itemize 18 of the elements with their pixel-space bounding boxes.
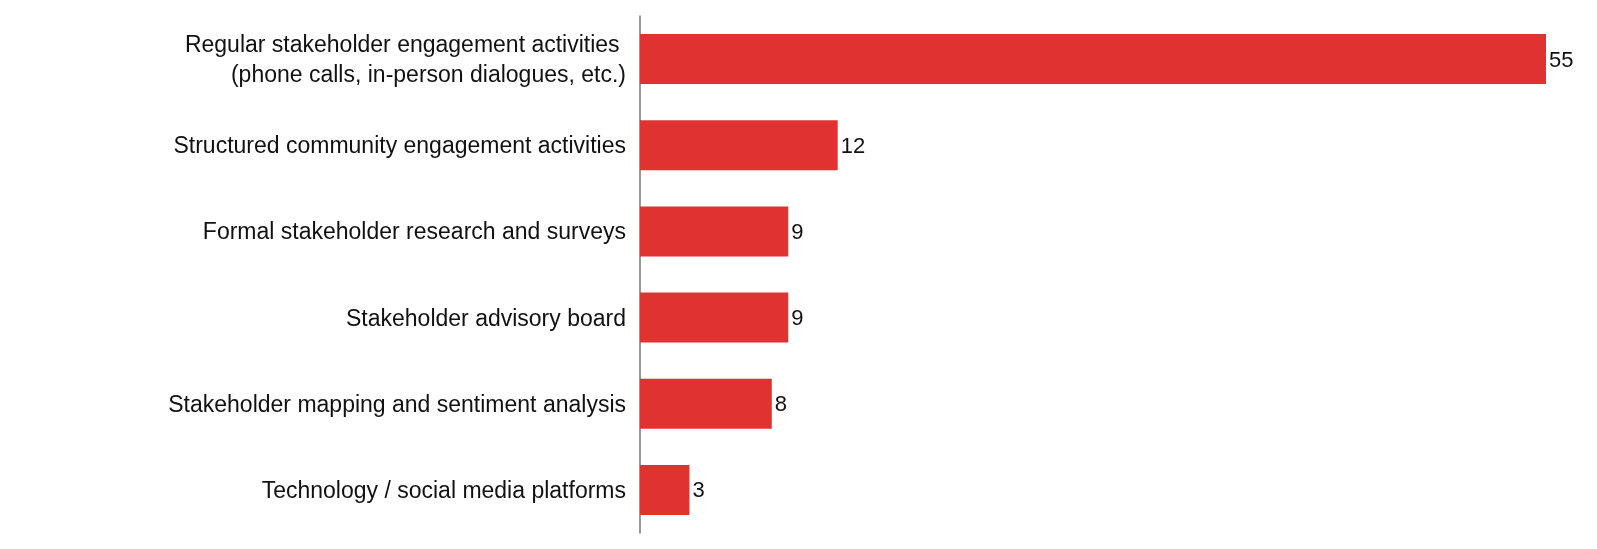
y-tick-label: Technology / social media platforms (261, 476, 626, 503)
y-tick-label: Structured community engagement activities (173, 132, 626, 159)
bar (640, 34, 1546, 85)
data-label: 3 (692, 477, 705, 503)
data-label: 12 (840, 132, 866, 158)
bar (640, 120, 838, 171)
data-label: 9 (791, 218, 804, 244)
data-label: 55 (1549, 46, 1574, 72)
y-tick-label: Formal stakeholder research and surveys (202, 218, 626, 245)
y-tick-label: Stakeholder advisory board (346, 304, 626, 331)
bar (640, 206, 789, 257)
data-label: 9 (791, 305, 804, 331)
y-tick-label: Stakeholder mapping and sentiment analysis (168, 390, 626, 417)
y-tick-label: Regular stakeholder engagement activities (phone calls, in-person dialogues, etc.) (184, 31, 626, 88)
bar (640, 292, 789, 343)
bar (640, 464, 690, 515)
data-label: 8 (774, 391, 788, 417)
bar (640, 378, 772, 429)
